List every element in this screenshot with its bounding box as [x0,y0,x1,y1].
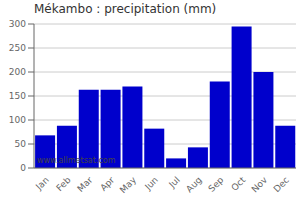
svg-text:300: 300 [9,19,26,29]
svg-text:Oct: Oct [229,175,247,193]
svg-text:Aug: Aug [184,175,204,195]
svg-text:50: 50 [15,139,27,149]
svg-text:May: May [118,174,139,195]
svg-text:0: 0 [20,163,26,173]
svg-text:Dec: Dec [272,175,291,194]
svg-text:150: 150 [9,91,26,101]
html-text:www.allmetsat.com: www.allmetsat.com [37,156,116,165]
svg-text:Sep: Sep [206,175,225,194]
svg-text:250: 250 [9,43,26,53]
svg-text:100: 100 [9,115,26,125]
svg-text:200: 200 [9,67,26,77]
svg-text:Mar: Mar [75,175,94,194]
svg-text:Jan: Jan [33,175,51,193]
html-text:Mékambo : precipitation (mm): Mékambo : precipitation (mm) [34,2,217,16]
svg-text:Jun: Jun [142,175,160,193]
svg-text:Nov: Nov [250,174,270,194]
svg-text:Feb: Feb [54,175,73,194]
svg-text:Apr: Apr [98,175,116,193]
svg-text:Jul: Jul [166,175,181,190]
